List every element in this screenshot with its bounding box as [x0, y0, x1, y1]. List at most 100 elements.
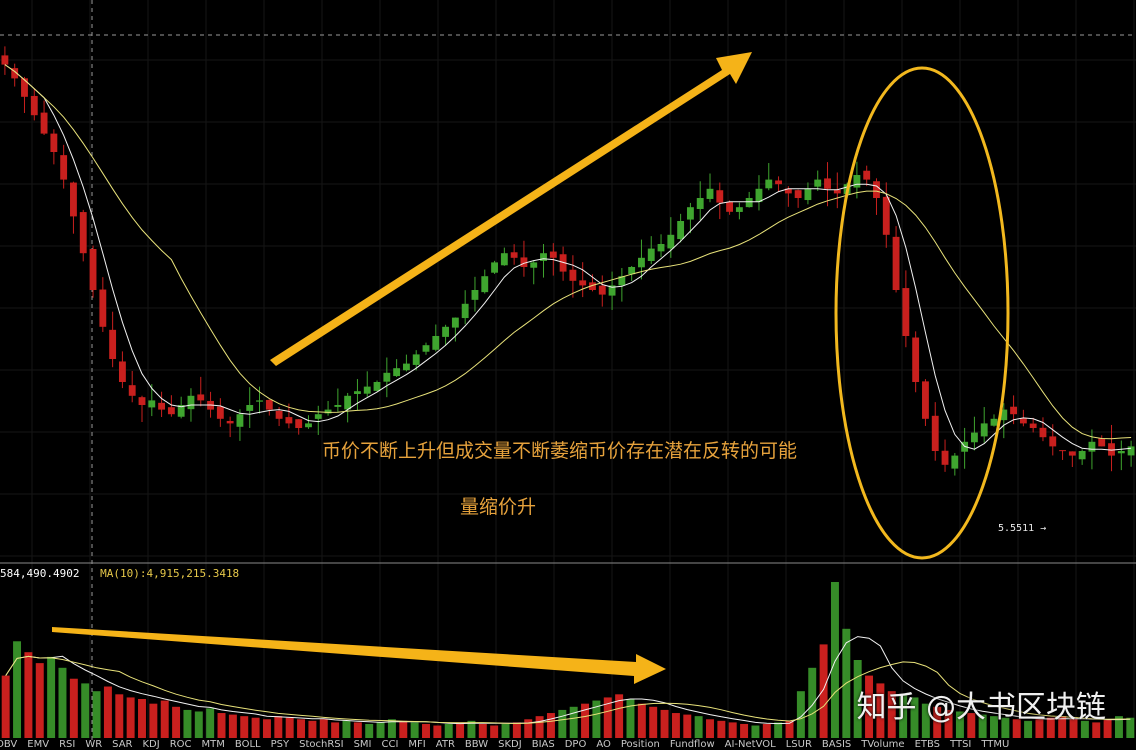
indicator-tab[interactable]: Position: [620, 739, 660, 750]
candle-body: [11, 68, 19, 79]
indicator-tabs: OBV EMV RSI WR SAR KDJ ROC MTM BOLL PSY StochRSI SM…: [0, 739, 1136, 750]
candle-body: [89, 249, 97, 290]
candle-body: [275, 410, 283, 419]
candle-body: [21, 78, 28, 97]
volume-bar: [92, 691, 101, 738]
volume-bar: [785, 720, 794, 738]
indicator-tab[interactable]: TTMU: [981, 739, 1010, 750]
volume-series: [1, 582, 1135, 738]
indicator-tab[interactable]: BOLL: [234, 739, 261, 750]
volume-bar: [365, 723, 374, 738]
candle-body: [256, 400, 263, 402]
volume-bar: [115, 694, 124, 738]
volume-bar: [103, 686, 112, 738]
candle-body: [1029, 423, 1037, 428]
candle-body: [559, 254, 567, 272]
indicator-tab[interactable]: DPO: [564, 739, 587, 750]
candle-body: [873, 181, 880, 198]
candle-body: [902, 288, 910, 336]
candle-body: [765, 179, 773, 189]
volume-bar: [671, 713, 680, 738]
volume-bar: [830, 582, 839, 738]
volume-bar: [706, 719, 714, 738]
candle-body: [354, 391, 361, 394]
volume-bar: [933, 706, 942, 738]
volume-bar: [194, 711, 203, 738]
indicator-tab[interactable]: RSI: [59, 739, 76, 750]
candle-body: [677, 221, 685, 240]
volume-downtrend-arrow: [52, 627, 666, 684]
candle-body: [177, 405, 185, 417]
candle-body: [726, 201, 734, 212]
indicator-tab[interactable]: SAR: [112, 739, 133, 750]
candle-body: [569, 269, 577, 281]
candle-body: [686, 207, 694, 220]
indicator-tab[interactable]: ROC: [169, 739, 192, 750]
candle-body: [892, 236, 900, 290]
indicator-tab[interactable]: WR: [85, 739, 103, 750]
candle-body: [882, 196, 890, 235]
indicator-tab[interactable]: KDJ: [142, 739, 160, 750]
candle-body: [324, 409, 332, 414]
candle-body: [197, 394, 205, 401]
indicator-tab[interactable]: AI-NetVOL: [724, 739, 776, 750]
indicator-tab[interactable]: AO: [596, 739, 611, 750]
candle-body: [1068, 451, 1076, 456]
candle-body: [794, 190, 802, 198]
indicator-tab[interactable]: MFI: [408, 739, 426, 750]
candle-body: [618, 276, 626, 286]
indicator-tab[interactable]: SKDJ: [498, 739, 522, 750]
candle-body: [109, 329, 117, 359]
volume-bar: [649, 706, 658, 738]
indicator-tab[interactable]: TVolume: [861, 739, 905, 750]
candle-body: [216, 406, 224, 419]
candle-body: [922, 381, 929, 419]
indicator-tab[interactable]: ATR: [435, 739, 455, 750]
volume-bar: [47, 656, 56, 738]
indicator-tab[interactable]: BASIS: [821, 739, 852, 750]
candle-body: [128, 385, 136, 396]
volume-bar: [1024, 720, 1033, 738]
volume-bar: [422, 723, 430, 738]
indicator-tab[interactable]: LSUR: [785, 739, 812, 750]
volume-bar: [774, 722, 783, 738]
volume-bar: [160, 700, 169, 738]
volume-bar: [444, 723, 453, 738]
candle-body: [491, 262, 498, 273]
volume-bar: [353, 722, 362, 738]
candle-body: [853, 175, 861, 188]
volume-bar: [615, 694, 624, 738]
candle-body: [285, 417, 293, 424]
candle-body: [246, 405, 254, 411]
volume-legend: 584,490.4902 MA(10):4,915,215.3418: [0, 567, 239, 580]
indicator-tab[interactable]: EMV: [27, 739, 50, 750]
candle-body: [657, 244, 665, 252]
indicator-tab[interactable]: BIAS: [531, 739, 555, 750]
volume-bar: [1058, 716, 1067, 738]
reversal-highlight-ellipse: [834, 66, 1010, 560]
candle-body: [402, 363, 410, 371]
volume-bar: [967, 713, 976, 738]
indicator-tab[interactable]: OBV: [0, 739, 18, 750]
volume-bar: [819, 644, 828, 738]
volume-bar: [478, 723, 487, 738]
indicator-tab[interactable]: CCI: [381, 739, 399, 750]
indicator-tab[interactable]: ETBS: [914, 739, 941, 750]
indicator-tab[interactable]: StochRSI: [299, 739, 344, 750]
annotation-main: 币价不断上升但成交量不断萎缩币价存在潜在反转的可能: [322, 440, 798, 462]
candle-body: [1127, 446, 1135, 456]
indicator-tab[interactable]: MTM: [201, 739, 225, 750]
volume-ma-short-line: [5, 636, 1131, 725]
candle-body: [735, 207, 743, 212]
volume-bar: [1114, 716, 1123, 738]
indicator-tab[interactable]: Fundflow: [669, 739, 715, 750]
volume-bar: [217, 713, 226, 738]
candle-body: [1039, 427, 1047, 438]
indicator-tab[interactable]: TTSI: [950, 739, 972, 750]
indicator-tab[interactable]: PSY: [270, 739, 290, 750]
candle-body: [1117, 451, 1125, 454]
indicator-tab[interactable]: SMI: [353, 739, 372, 750]
volume-bar: [740, 723, 749, 738]
candle-body: [393, 368, 401, 377]
indicator-tab[interactable]: BBW: [464, 739, 489, 750]
